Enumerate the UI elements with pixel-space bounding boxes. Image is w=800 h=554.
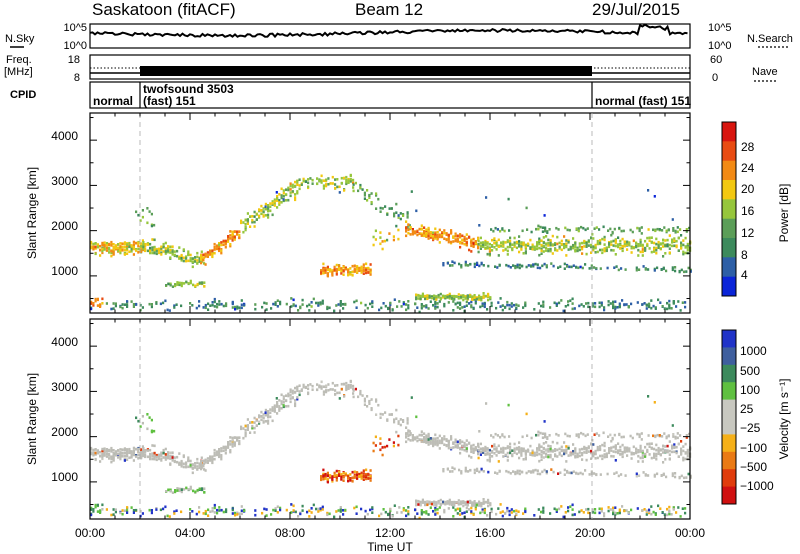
power-cbar-tick-8: 8: [741, 248, 748, 262]
noise-left-tick-bottom: 10^0: [63, 40, 87, 52]
power-ytick-3000: 3000: [51, 174, 78, 188]
xtick-2400: 00:00: [675, 526, 705, 540]
power-ylabel: Slant Range [km]: [25, 167, 39, 259]
xtick-1200: 12:00: [375, 526, 405, 540]
noise-panel: N.Sky 10^5 10^0 10^5 10^0 N.Search: [5, 22, 793, 52]
power-colorbar: [721, 121, 737, 297]
xtick-2000: 20:00: [575, 526, 605, 540]
power-cbar-tick-28: 28: [741, 140, 755, 154]
power-cbar-tick-16: 16: [741, 204, 755, 218]
frequency-right-tick-bottom: 0: [712, 72, 718, 84]
frequency-panel: Freq. [MHz] 18 8 60 0 Nave: [4, 54, 778, 84]
cpid-segment-1: normal: [93, 94, 133, 108]
header-title: Saskatoon (fitACF): [92, 0, 236, 20]
frequency-right-tick-top: 60: [710, 54, 722, 66]
beam-label: Beam 12: [355, 0, 424, 19]
noise-left-tick-top: 10^5: [63, 22, 87, 34]
velocity-ytick-2000: 2000: [51, 425, 78, 439]
xtick-1600: 16:00: [475, 526, 505, 540]
power-scatter: [90, 173, 692, 314]
velocity-cbar-tick-neg100: −100: [740, 441, 767, 455]
velocity-cbar-tick-neg500: −500: [740, 460, 767, 474]
power-panel: 1000 2000 3000 4000 Slant Range [km] 4 8…: [25, 112, 791, 314]
power-cbar-tick-12: 12: [741, 226, 755, 240]
power-cbar-label: Power [dB]: [777, 184, 791, 243]
frequency-left-unit: [MHz]: [4, 66, 33, 78]
cpid-frame: [89, 81, 691, 109]
date-label: 29/Jul/2015: [592, 0, 680, 19]
noise-sky-line: [89, 23, 688, 39]
frequency-frame: [89, 54, 691, 80]
velocity-cbar-tick-neg1000: −1000: [740, 479, 774, 493]
velocity-colorbar: [721, 329, 737, 505]
noise-right-tick-top: 10^5: [708, 22, 732, 34]
velocity-ylabel: Slant Range [km]: [25, 373, 39, 465]
velocity-cbar-tick-500: 500: [740, 364, 760, 378]
velocity-cbar-tick-25: 25: [740, 402, 754, 416]
velocity-ytick-4000: 4000: [51, 335, 78, 349]
noise-left-label: N.Sky: [5, 33, 35, 45]
frequency-block: [140, 66, 592, 76]
power-cbar-tick-4: 4: [741, 268, 748, 282]
velocity-panel: 1000 2000 3000 4000 Slant Range [km] 100…: [25, 318, 791, 554]
velocity-cbar-label: Velocity [m s⁻¹]: [777, 378, 791, 459]
cpid-segment-2-line-2: (fast) 151: [143, 94, 196, 108]
cpid-segment-3: normal (fast) 151: [595, 94, 691, 108]
noise-right-tick-bottom: 10^0: [708, 40, 732, 52]
power-ytick-4000: 4000: [51, 129, 78, 143]
velocity-ytick-1000: 1000: [51, 470, 78, 484]
frequency-left-tick-bottom: 8: [74, 72, 80, 84]
cpid-panel: CPID normal twofsound 3503 (fast) 151 no…: [10, 81, 691, 109]
xtick-0400: 04:00: [175, 526, 205, 540]
frequency-left-tick-top: 18: [68, 54, 80, 66]
radar-name: Saskatoon: [92, 0, 173, 19]
xlabel: Time UT: [367, 540, 413, 554]
velocity-cbar-tick-100: 100: [740, 383, 760, 397]
velocity-ytick-3000: 3000: [51, 380, 78, 394]
fit-mode: (fitACF): [177, 0, 236, 19]
frequency-left-label: Freq.: [6, 54, 32, 66]
power-ytick-1000: 1000: [51, 264, 78, 278]
cpid-label: CPID: [10, 89, 36, 101]
power-cbar-tick-20: 20: [741, 182, 755, 196]
xtick-0800: 08:00: [275, 526, 305, 540]
xtick-0000: 00:00: [75, 526, 105, 540]
noise-frame: [89, 23, 691, 49]
cpid-segment-2-line-1: twofsound 3503: [143, 82, 234, 96]
velocity-ticks: [89, 319, 691, 519]
frequency-right-label: Nave: [752, 66, 778, 78]
power-ticks: [89, 113, 691, 313]
velocity-cbar-tick-neg25: −25: [740, 421, 761, 435]
noise-right-label: N.Search: [747, 33, 793, 45]
power-cbar-tick-24: 24: [741, 161, 755, 175]
velocity-cbar-tick-1000: 1000: [740, 344, 767, 358]
power-ytick-2000: 2000: [51, 219, 78, 233]
velocity-scatter: [90, 379, 692, 520]
